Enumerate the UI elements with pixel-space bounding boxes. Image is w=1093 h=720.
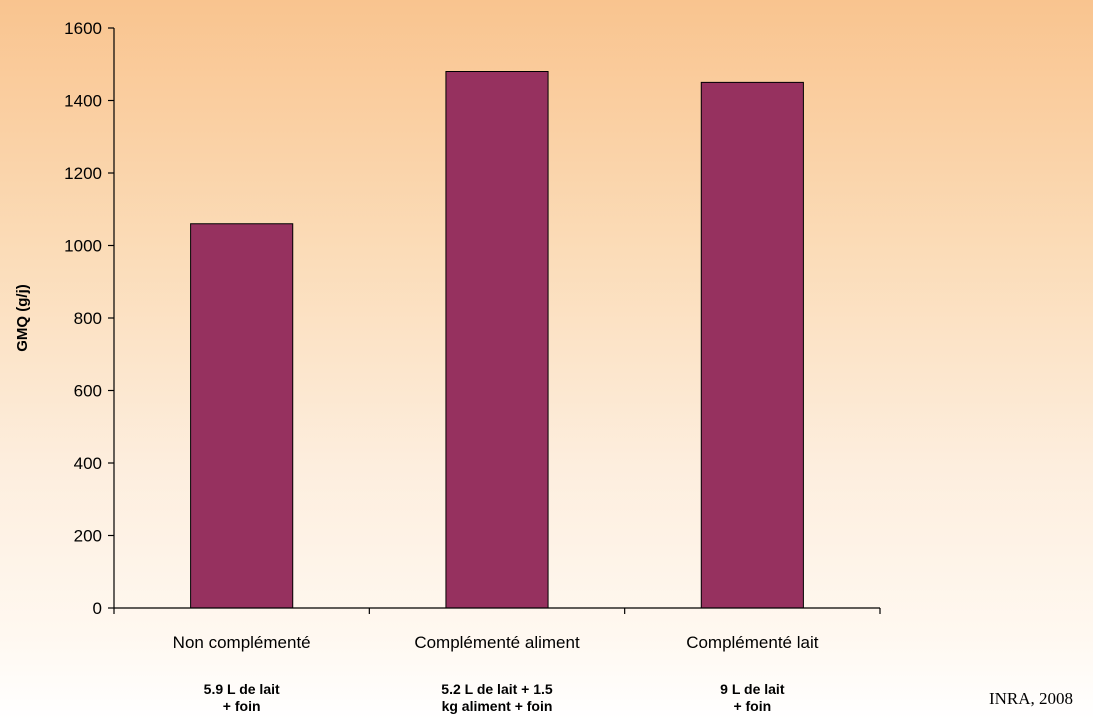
bar-2	[700, 81, 804, 609]
source-note: INRA, 2008	[989, 689, 1073, 708]
y-axis-label: GMQ (g/j)	[14, 284, 31, 352]
category-sublabel: + foin	[733, 698, 771, 714]
category-label: Non complémenté	[173, 633, 311, 652]
bar-0	[190, 223, 294, 609]
y-tick-label: 1200	[64, 164, 102, 183]
category-sublabel: + foin	[223, 698, 261, 714]
bars	[190, 71, 804, 609]
y-tick-label: 0	[93, 599, 102, 618]
bar-1	[445, 71, 549, 609]
category-label: Complémenté aliment	[414, 633, 580, 652]
y-tick-label: 200	[74, 527, 102, 546]
y-tick-label: 800	[74, 309, 102, 328]
y-axis: 0 200 400 600 800 1000 1200 1400 1600	[64, 19, 115, 618]
category-sublabel: kg aliment + foin	[442, 698, 553, 714]
y-tick-label: 600	[74, 382, 102, 401]
category-sublabel: 5.2 L de lait + 1.5	[441, 681, 553, 697]
category-sublabel: 9 L de lait	[720, 681, 785, 697]
y-tick-label: 400	[74, 454, 102, 473]
y-tick-label: 1000	[64, 237, 102, 256]
y-tick-label: 1600	[64, 19, 102, 38]
category-sublabel: 5.9 L de lait	[204, 681, 280, 697]
category-label: Complémenté lait	[686, 633, 819, 652]
y-tick-label: 1400	[64, 92, 102, 111]
